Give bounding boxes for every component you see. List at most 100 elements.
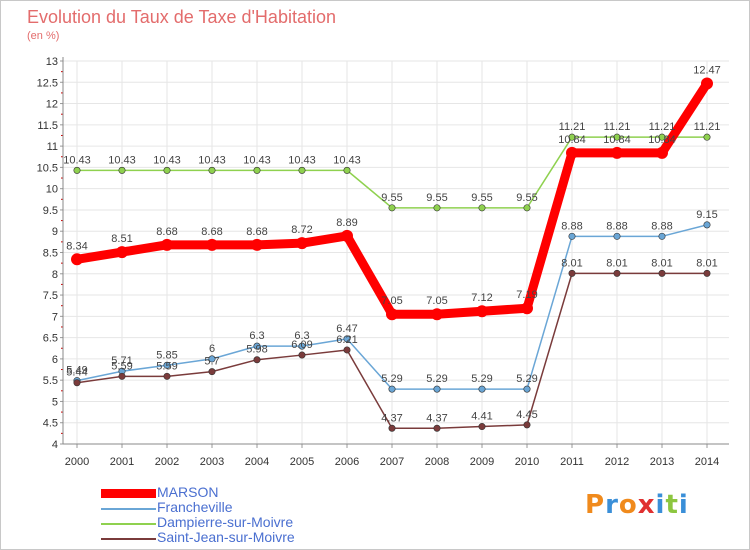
point-marson	[71, 253, 83, 266]
point-dampierre-sur-moivre	[298, 166, 306, 174]
data-label-marson: 12.47	[693, 65, 721, 77]
x-tick-label: 2005	[290, 456, 314, 468]
data-label-dampierre-sur-moivre: 10.43	[243, 154, 271, 166]
data-label-marson: 10.84	[603, 134, 631, 146]
legend-label: Francheville	[157, 499, 233, 515]
legend-swatch	[101, 538, 156, 540]
data-label-saint-jean-sur-moivre: 5.44	[66, 367, 87, 379]
data-label-saint-jean-sur-moivre: 5.59	[156, 360, 177, 372]
point-saint-jean-sur-moivre	[388, 424, 396, 432]
point-dampierre-sur-moivre	[73, 166, 81, 174]
point-dampierre-sur-moivre	[253, 166, 261, 174]
x-tick-label: 2013	[650, 456, 674, 468]
point-dampierre-sur-moivre	[703, 133, 711, 141]
y-tick-label: 5.5	[43, 375, 58, 387]
data-label-layer: 10.43 10.43 10.43 10.43 10.43 10.43 10.43 9.55 9…	[63, 65, 721, 425]
point-saint-jean-sur-moivre	[658, 269, 666, 277]
data-label-francheville: 8.88	[651, 220, 672, 232]
data-label-francheville: 6.3	[294, 330, 309, 342]
legend-swatch	[101, 489, 156, 498]
point-saint-jean-sur-moivre	[343, 346, 351, 354]
data-label-saint-jean-sur-moivre: 5.7	[204, 356, 219, 368]
point-saint-jean-sur-moivre	[73, 379, 81, 387]
y-tick-label: 4.5	[43, 418, 58, 430]
y-tick-label: 9.5	[43, 205, 58, 217]
data-label-francheville: 5.29	[516, 373, 537, 385]
point-saint-jean-sur-moivre	[568, 269, 576, 277]
data-label-saint-jean-sur-moivre: 4.37	[381, 412, 402, 424]
y-tick-label: 12.5	[37, 77, 58, 89]
y-tick-label: 11.5	[37, 120, 58, 132]
point-francheville	[298, 342, 306, 350]
data-label-marson: 8.68	[201, 226, 222, 238]
data-label-marson: 7.12	[471, 292, 492, 304]
y-tick-label: 6.5	[43, 333, 58, 345]
y-tick-label: 10	[46, 184, 58, 196]
x-tick-label: 2007	[380, 456, 404, 468]
point-dampierre-sur-moivre	[568, 133, 576, 141]
data-label-saint-jean-sur-moivre: 8.01	[606, 257, 627, 269]
x-tick-label: 2009	[470, 456, 494, 468]
brand-logo: Proxiti	[585, 490, 689, 520]
point-dampierre-sur-moivre	[388, 204, 396, 212]
data-label-dampierre-sur-moivre: 9.55	[471, 192, 492, 204]
data-label-francheville: 6	[209, 343, 215, 355]
legend-swatch	[101, 508, 156, 510]
point-marson	[476, 305, 488, 318]
data-label-dampierre-sur-moivre: 9.55	[426, 192, 447, 204]
data-label-francheville: 6.3	[249, 330, 264, 342]
data-label-dampierre-sur-moivre: 10.43	[198, 154, 226, 166]
point-francheville	[658, 232, 666, 240]
point-dampierre-sur-moivre	[343, 166, 351, 174]
brand-letter: t	[665, 490, 679, 520]
x-tick-label: 2014	[695, 456, 719, 468]
data-label-marson: 8.89	[336, 217, 357, 229]
point-saint-jean-sur-moivre	[613, 269, 621, 277]
point-marson	[521, 302, 533, 315]
point-saint-jean-sur-moivre	[163, 372, 171, 380]
point-francheville	[613, 232, 621, 240]
data-label-marson: 10.84	[558, 134, 586, 146]
x-tick-label: 2010	[515, 456, 539, 468]
y-tick-label: 9	[52, 226, 58, 238]
point-marson	[296, 237, 308, 250]
point-marson	[566, 146, 578, 159]
data-label-francheville: 5.49	[66, 365, 87, 377]
y-tick-label: 12	[46, 99, 58, 111]
y-tick-label: 8	[52, 269, 58, 281]
x-tick-label: 2000	[65, 456, 89, 468]
x-tick-label: 2002	[155, 456, 179, 468]
point-saint-jean-sur-moivre	[298, 351, 306, 359]
data-label-francheville: 8.88	[561, 220, 582, 232]
data-label-dampierre-sur-moivre: 11.21	[559, 121, 586, 133]
y-tick-label: 11	[47, 141, 58, 153]
x-tick-label: 2003	[200, 456, 224, 468]
data-label-marson: 7.19	[516, 289, 537, 301]
legend-label: Saint-Jean-sur-Moivre	[157, 529, 295, 545]
data-label-dampierre-sur-moivre: 11.21	[694, 121, 721, 133]
point-marson	[656, 146, 668, 159]
x-tick-label: 2001	[110, 456, 134, 468]
point-marson	[206, 238, 218, 251]
point-marson	[161, 238, 173, 251]
point-saint-jean-sur-moivre	[208, 368, 216, 376]
brand-letter: i	[655, 490, 666, 520]
data-label-marson: 10.84	[648, 134, 676, 146]
x-tick-label: 2004	[245, 456, 269, 468]
data-label-marson: 8.51	[111, 233, 132, 245]
data-label-francheville: 8.88	[606, 220, 627, 232]
data-label-dampierre-sur-moivre: 9.55	[381, 192, 402, 204]
point-dampierre-sur-moivre	[613, 133, 621, 141]
point-saint-jean-sur-moivre	[703, 269, 711, 277]
point-dampierre-sur-moivre	[478, 204, 486, 212]
x-tick-label: 2012	[605, 456, 629, 468]
point-marson	[701, 77, 713, 90]
brand-letter: i	[678, 490, 689, 520]
legend-swatch	[101, 523, 156, 525]
point-francheville	[388, 385, 396, 393]
point-francheville	[703, 221, 711, 229]
point-saint-jean-sur-moivre	[253, 356, 261, 364]
unit-label: (en %)	[27, 30, 60, 42]
